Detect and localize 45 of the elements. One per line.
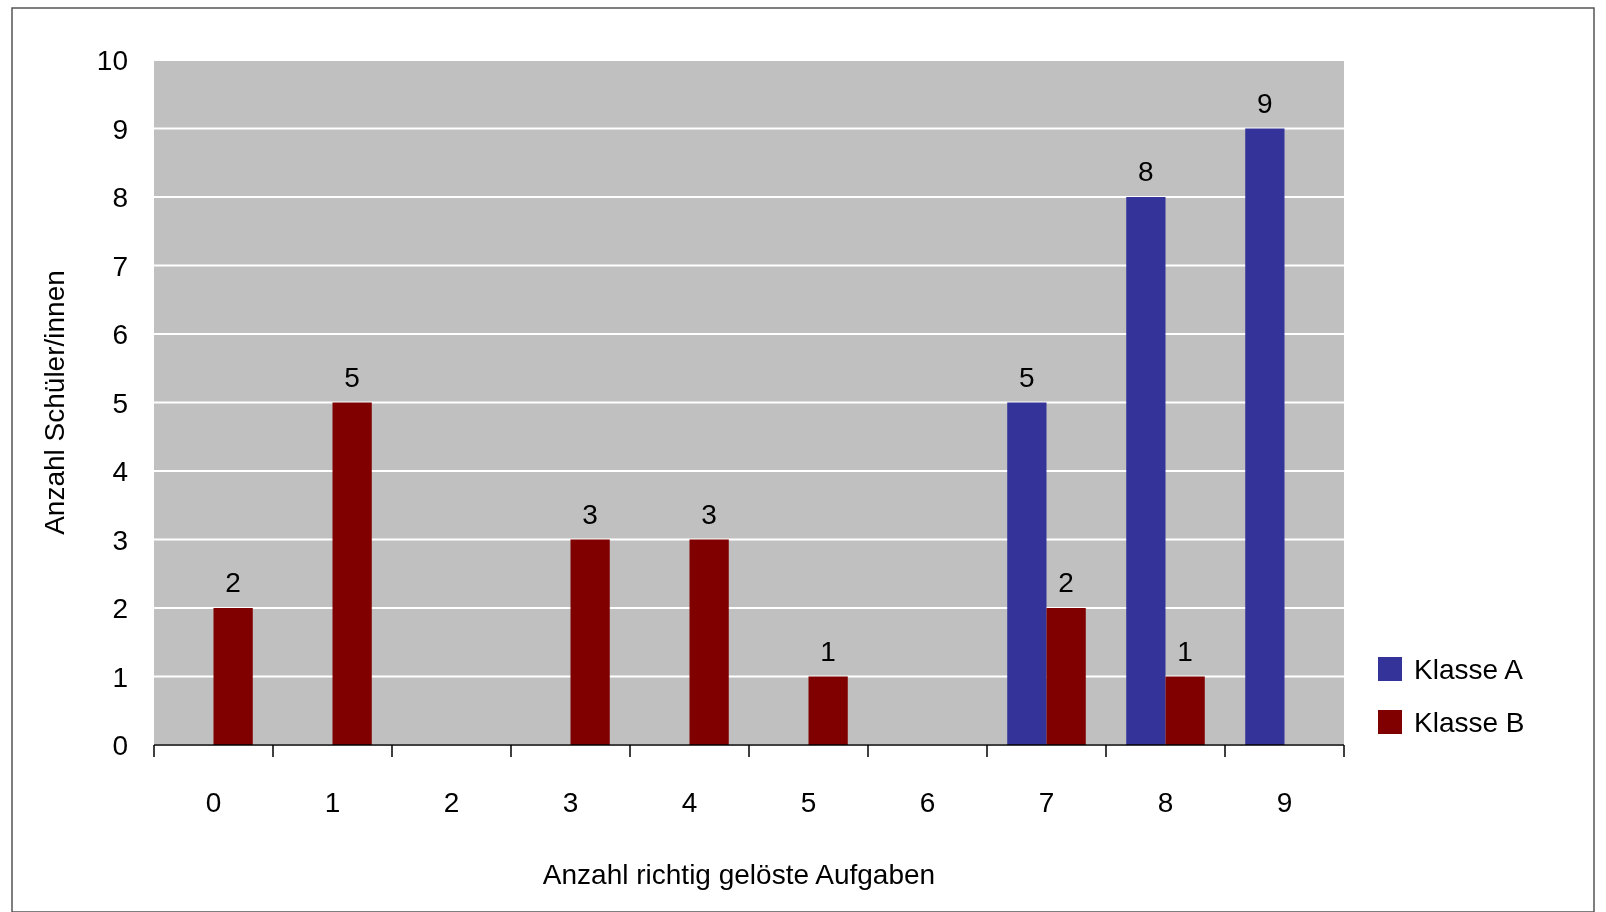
bar — [1046, 608, 1086, 745]
data-label: 2 — [1058, 567, 1074, 598]
y-tick-label: 6 — [112, 319, 128, 350]
bar — [1245, 128, 1285, 745]
legend-label: Klasse A — [1414, 654, 1524, 685]
y-tick-label: 10 — [96, 45, 128, 76]
x-tick-label: 9 — [1276, 787, 1293, 818]
y-axis-title: Anzahl Schüler/innen — [39, 270, 70, 535]
data-label: 3 — [582, 498, 598, 530]
data-label: 8 — [1138, 156, 1154, 187]
y-tick-label: 1 — [112, 661, 128, 693]
x-tick-label: 1 — [324, 787, 341, 818]
data-label: 1 — [820, 635, 836, 667]
data-label: 1 — [1177, 635, 1193, 667]
bar — [689, 539, 729, 745]
data-label: 5 — [1019, 361, 1035, 393]
y-tick-label: 9 — [112, 113, 128, 145]
y-tick-label: 4 — [112, 456, 128, 487]
bar — [1165, 676, 1205, 745]
x-tick-label: 5 — [800, 787, 817, 818]
x-tick-label: 4 — [681, 787, 698, 818]
y-tick-label: 2 — [112, 593, 128, 624]
y-tick-label: 5 — [112, 387, 128, 419]
bar — [808, 676, 848, 745]
data-label: 3 — [701, 498, 717, 530]
bar — [570, 539, 610, 745]
y-tick-label: 8 — [112, 182, 128, 213]
bar — [1007, 402, 1047, 745]
bar — [1126, 197, 1166, 745]
x-tick-label: 7 — [1038, 787, 1055, 818]
x-tick-label: 8 — [1157, 787, 1174, 818]
y-tick-label: 3 — [112, 524, 128, 556]
bar — [213, 608, 253, 745]
data-label: 9 — [1257, 87, 1273, 119]
x-axis-title: Anzahl richtig gelöste Aufgaben — [542, 859, 936, 890]
data-label: 2 — [225, 567, 241, 598]
y-tick-label: 0 — [112, 730, 128, 761]
y-tick-label: 7 — [112, 250, 128, 282]
x-tick-label: 2 — [443, 787, 460, 818]
x-tick-label: 3 — [562, 787, 579, 818]
x-tick-label: 0 — [205, 787, 222, 818]
x-tick-label: 6 — [919, 787, 936, 818]
legend-label: Klasse B — [1414, 707, 1525, 738]
data-label: 5 — [344, 361, 360, 393]
bar — [332, 402, 372, 745]
